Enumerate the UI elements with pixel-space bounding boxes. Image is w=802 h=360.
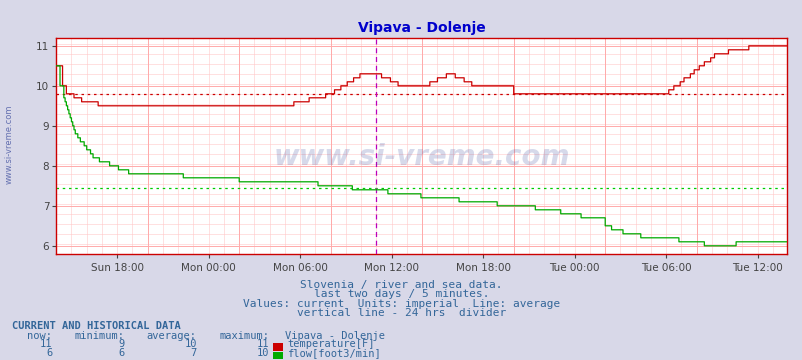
- Text: 11: 11: [256, 339, 269, 350]
- Text: 10: 10: [256, 348, 269, 359]
- Text: vertical line - 24 hrs  divider: vertical line - 24 hrs divider: [297, 308, 505, 318]
- Text: last two days / 5 minutes.: last two days / 5 minutes.: [314, 289, 488, 299]
- Title: Vipava - Dolenje: Vipava - Dolenje: [357, 21, 485, 35]
- Text: Vipava - Dolenje: Vipava - Dolenje: [285, 331, 385, 341]
- Text: maximum:: maximum:: [219, 331, 269, 341]
- Text: average:: average:: [147, 331, 196, 341]
- Text: minimum:: minimum:: [75, 331, 124, 341]
- Text: www.si-vreme.com: www.si-vreme.com: [273, 143, 569, 171]
- Text: 7: 7: [190, 348, 196, 359]
- Text: 9: 9: [118, 339, 124, 350]
- Text: CURRENT AND HISTORICAL DATA: CURRENT AND HISTORICAL DATA: [12, 321, 180, 332]
- Text: 10: 10: [184, 339, 196, 350]
- Text: www.si-vreme.com: www.si-vreme.com: [5, 104, 14, 184]
- Text: Values: current  Units: imperial  Line: average: Values: current Units: imperial Line: av…: [242, 299, 560, 309]
- Text: flow[foot3/min]: flow[foot3/min]: [287, 348, 381, 359]
- Text: temperature[F]: temperature[F]: [287, 339, 375, 350]
- Text: 6: 6: [118, 348, 124, 359]
- Text: 11: 11: [39, 339, 52, 350]
- Text: now:: now:: [27, 331, 52, 341]
- Text: Slovenia / river and sea data.: Slovenia / river and sea data.: [300, 280, 502, 290]
- Text: 6: 6: [46, 348, 52, 359]
